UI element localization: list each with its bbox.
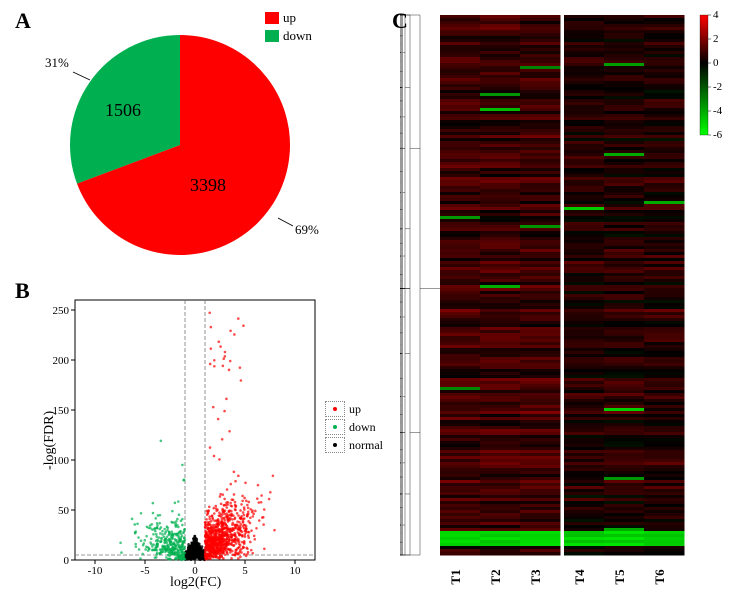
svg-text:2: 2 (713, 33, 719, 45)
svg-text:0: 0 (713, 57, 719, 69)
figure-container: A B C up down 31% 69% 1506 3398 -10-5051… (0, 0, 743, 602)
heatmap-col-label-T2: T2 (488, 569, 503, 584)
svg-text:4: 4 (713, 9, 719, 21)
heatmap: 4 2 0 -2 -4 -6 T1 T2 T3 T4 T5 T6 (0, 0, 743, 602)
heatmap-col-label-T3: T3 (528, 569, 543, 585)
heatmap-col-label-T1: T1 (448, 569, 463, 584)
heatmap-col-label-T4: T4 (572, 569, 587, 585)
heatmap-col-label-T6: T6 (652, 569, 667, 585)
svg-text:-6: -6 (713, 129, 723, 141)
svg-text:-4: -4 (713, 105, 723, 117)
svg-text:-2: -2 (713, 81, 722, 93)
heatmap-col-label-T5: T5 (612, 569, 627, 585)
